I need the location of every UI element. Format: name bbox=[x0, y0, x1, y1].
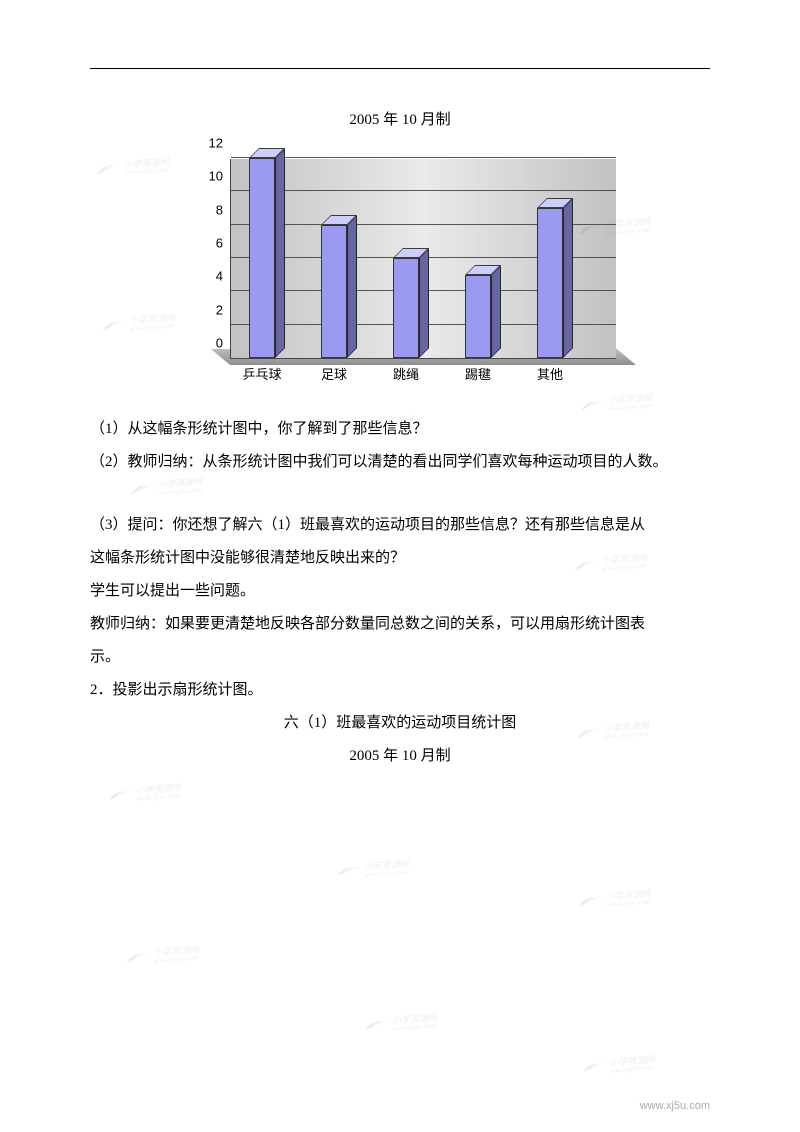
watermark-text-bottom: www.xj5u.com bbox=[136, 792, 181, 802]
watermark: 小学资源网www.xj5u.com bbox=[580, 393, 654, 414]
y-axis-label: 0 bbox=[216, 336, 231, 351]
watermark-text-bottom: www.xj5u.com bbox=[606, 898, 651, 908]
paragraph-q3a: （3）提问：你还想了解六（1）班最喜欢的运动项目的那些信息？还有那些信息是从 bbox=[90, 509, 710, 542]
paragraph-q3b: 这幅条形统计图中没能够很清楚地反映出来的？ bbox=[90, 542, 710, 575]
y-axis-label: 4 bbox=[216, 269, 231, 284]
paragraph-summary1: （2）教师归纳：从条形统计图中我们可以清楚的看出同学们喜欢每种运动项目的人数。 bbox=[90, 446, 710, 479]
feather-icon bbox=[102, 318, 127, 334]
paragraph-q1: （1）从这幅条形统计图中，你了解到了那些信息？ bbox=[90, 413, 710, 446]
gridline bbox=[231, 190, 616, 191]
pie-chart-title: 六（1）班最喜欢的运动项目统计图 bbox=[90, 707, 710, 740]
bar-足球 bbox=[321, 225, 347, 358]
watermark-text-bottom: www.xj5u.com bbox=[154, 954, 199, 964]
watermark-text-top: 小学资源网 bbox=[129, 313, 175, 325]
footer-url: www.xj5u.com bbox=[640, 1100, 710, 1112]
chart-date: 2005 年 10 月制 bbox=[90, 108, 710, 129]
x-axis-label: 其他 bbox=[520, 358, 580, 383]
watermark-text-bottom: www.xj5u.com bbox=[608, 402, 653, 412]
y-axis-label: 2 bbox=[216, 302, 231, 317]
watermark-text-top: 小学资源网 bbox=[609, 1055, 655, 1067]
watermark-text-top: 小学资源网 bbox=[607, 393, 653, 405]
watermark: 小学资源网www.xj5u.com bbox=[364, 1013, 438, 1034]
paragraph-summary2a: 教师归纳：如果要更清楚地反映各部分数量同总数之间的关系，可以用扇形统计图表 bbox=[90, 608, 710, 641]
feather-icon bbox=[582, 1060, 607, 1076]
feather-icon bbox=[364, 1018, 389, 1034]
paragraph-step2: 2．投影出示扇形统计图。 bbox=[90, 674, 710, 707]
watermark-text-bottom: www.xj5u.com bbox=[124, 166, 169, 176]
bar-跳绳 bbox=[393, 258, 419, 358]
paragraph-summary2b: 示。 bbox=[90, 641, 710, 674]
watermark-text-top: 小学资源网 bbox=[605, 889, 651, 901]
watermark-text-top: 小学资源网 bbox=[135, 783, 181, 795]
feather-icon bbox=[126, 950, 151, 966]
watermark-text-bottom: www.xj5u.com bbox=[392, 1022, 437, 1032]
pie-chart-date: 2005 年 10 月制 bbox=[90, 740, 710, 773]
watermark: 小学资源网www.xj5u.com bbox=[336, 859, 410, 880]
watermark: 小学资源网www.xj5u.com bbox=[96, 157, 170, 178]
watermark-text-bottom: www.xj5u.com bbox=[610, 1064, 655, 1074]
feather-icon bbox=[96, 162, 121, 178]
feather-icon bbox=[108, 788, 133, 804]
y-axis-label: 12 bbox=[209, 136, 231, 151]
body-content: （1）从这幅条形统计图中，你了解到了那些信息？ （2）教师归纳：从条形统计图中我… bbox=[90, 413, 710, 773]
x-axis-label: 跳绳 bbox=[376, 358, 436, 383]
watermark-text-top: 小学资源网 bbox=[363, 859, 409, 871]
x-axis-label: 踢毽 bbox=[448, 358, 508, 383]
y-axis-label: 6 bbox=[216, 236, 231, 251]
gridline bbox=[231, 157, 616, 158]
paragraph-student: 学生可以提出一些问题。 bbox=[90, 575, 710, 608]
watermark-text-bottom: www.xj5u.com bbox=[364, 868, 409, 878]
watermark-text-top: 小学资源网 bbox=[391, 1013, 437, 1025]
watermark-text-top: 小学资源网 bbox=[123, 157, 169, 169]
bar-其他 bbox=[537, 208, 563, 358]
chart-plot-area: 024681012乒乓球足球跳绳踢毽其他 bbox=[230, 159, 616, 359]
watermark: 小学资源网www.xj5u.com bbox=[108, 783, 182, 804]
bar-chart: 024681012乒乓球足球跳绳踢毽其他 bbox=[190, 143, 630, 383]
watermark: 小学资源网www.xj5u.com bbox=[126, 945, 200, 966]
bar-踢毽 bbox=[465, 275, 491, 358]
y-axis-label: 10 bbox=[209, 169, 231, 184]
watermark: 小学资源网www.xj5u.com bbox=[578, 889, 652, 910]
watermark-text-top: 小学资源网 bbox=[153, 945, 199, 957]
bar-乒乓球 bbox=[249, 158, 275, 358]
watermark: 小学资源网www.xj5u.com bbox=[102, 313, 176, 334]
watermark-text-bottom: www.xj5u.com bbox=[130, 322, 175, 332]
x-axis-label: 乒乓球 bbox=[232, 358, 292, 383]
watermark: 小学资源网www.xj5u.com bbox=[582, 1055, 656, 1076]
top-rule bbox=[90, 68, 710, 69]
feather-icon bbox=[580, 398, 605, 414]
feather-icon bbox=[336, 864, 361, 880]
x-axis-label: 足球 bbox=[304, 358, 364, 383]
y-axis-label: 8 bbox=[216, 202, 231, 217]
feather-icon bbox=[578, 894, 603, 910]
